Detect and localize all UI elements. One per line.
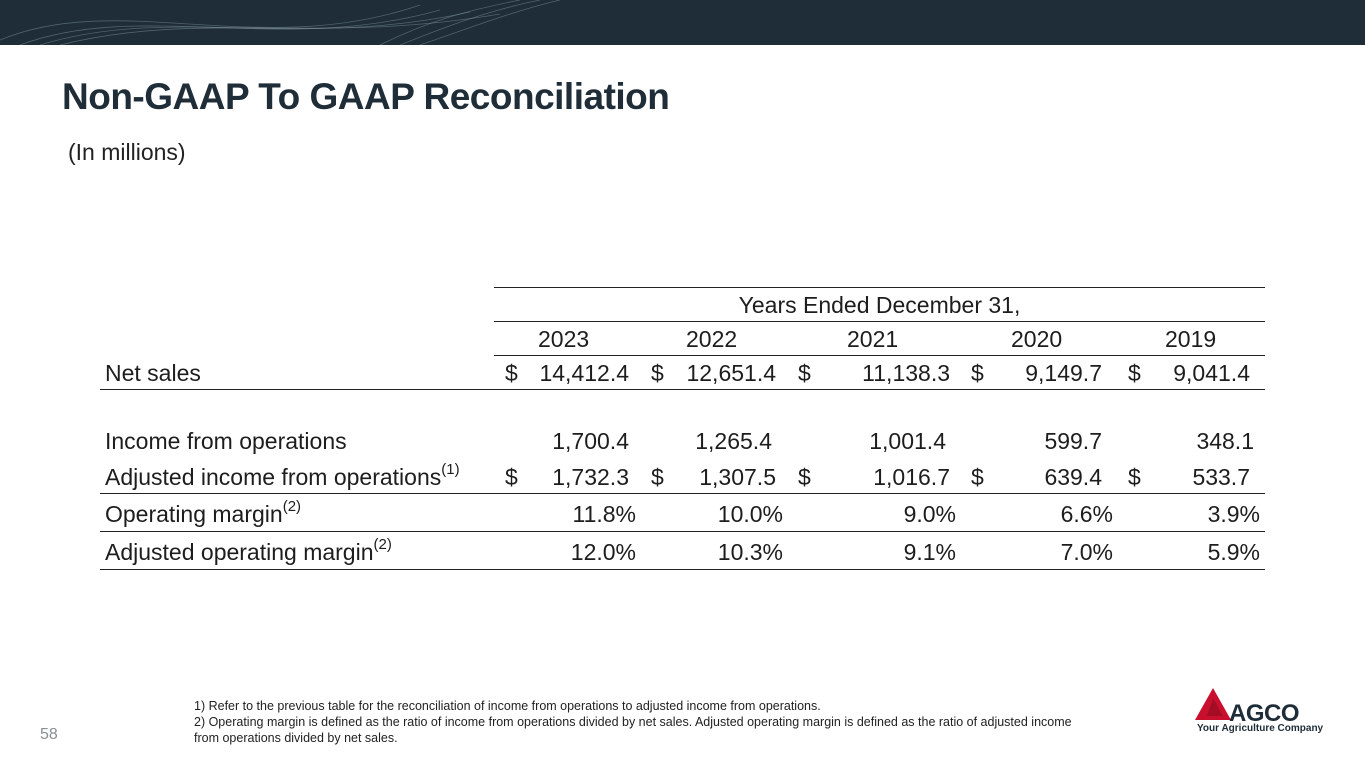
- year-header-row: 2023 2022 2021 2020 2019: [494, 322, 1265, 356]
- cell-value: 6.6%: [1060, 501, 1113, 527]
- cell-value: 10.3%: [717, 539, 783, 565]
- cell-value: 1,307.5: [699, 464, 776, 490]
- cell-value: 10.0%: [717, 501, 783, 527]
- year-header: 2021: [847, 326, 899, 352]
- footnote-ref: (1): [441, 461, 460, 479]
- cell-value: 1,001.4: [869, 428, 946, 454]
- cell-value: 11.8%: [572, 501, 636, 527]
- cell-value: 9.1%: [903, 539, 956, 565]
- currency-symbol: $: [651, 464, 664, 490]
- year-header: 2019: [1165, 326, 1217, 352]
- cell-value: 12,651.4: [686, 360, 776, 386]
- cell-value: 9,041.4: [1173, 360, 1250, 386]
- cell-value: 1,700.4: [552, 428, 629, 454]
- footnote-2: 2) Operating margin is defined as the ra…: [194, 715, 1072, 745]
- cell-value: 348.1: [1196, 428, 1254, 454]
- year-header: 2020: [1011, 326, 1063, 352]
- header-banner: [0, 0, 1365, 45]
- cell-value: 3.9%: [1207, 501, 1260, 527]
- row-label: Operating margin(2): [105, 498, 302, 527]
- currency-symbol: $: [798, 360, 811, 386]
- footnote-ref: (2): [282, 498, 302, 516]
- cell-value: 14,412.4: [539, 360, 629, 386]
- logo-tagline: Your Agriculture Company: [1197, 723, 1324, 734]
- cell-value: 1,265.4: [695, 428, 772, 454]
- cell-value: 12.0%: [570, 539, 636, 565]
- row-label: Adjusted operating margin(2): [105, 536, 392, 565]
- table-row-income-from-operations: Income from operations 1,700.4 1,265.4 1…: [100, 424, 1265, 458]
- cell-value: 9.0%: [903, 501, 956, 527]
- cell-value: 9,149.7: [1025, 360, 1102, 386]
- currency-symbol: $: [971, 360, 984, 386]
- currency-symbol: $: [505, 464, 518, 490]
- year-header: 2023: [538, 326, 590, 352]
- currency-symbol: $: [1128, 464, 1141, 490]
- table-row-net-sales: Net sales $ 14,412.4 $ 12,651.4 $ 11,138…: [100, 356, 1265, 390]
- row-label: Income from operations: [105, 428, 347, 454]
- cell-value: 11,138.3: [862, 360, 950, 386]
- reconciliation-table: Years Ended December 31, 2023 2022 2021 …: [100, 287, 1265, 570]
- cell-value: 5.9%: [1207, 539, 1260, 565]
- currency-symbol: $: [798, 464, 811, 490]
- page-number: 58: [40, 726, 58, 743]
- footnote-1: 1) Refer to the previous table for the r…: [194, 699, 821, 713]
- cell-value: 7.0%: [1060, 539, 1113, 565]
- logo-wordmark: AGCO: [1229, 700, 1300, 727]
- cell-value: 1,732.3: [552, 464, 629, 490]
- banner-wave-decoration: [0, 0, 561, 45]
- footnotes: 1) Refer to the previous table for the r…: [194, 698, 1074, 746]
- cell-value: 533.7: [1192, 464, 1250, 490]
- currency-symbol: $: [971, 464, 984, 490]
- page-subtitle: (In millions): [68, 139, 186, 165]
- agco-logo: AGCO Your Agriculture Company: [1193, 688, 1328, 738]
- row-label: Net sales: [105, 360, 201, 386]
- period-header: Years Ended December 31,: [494, 287, 1265, 322]
- year-header: 2022: [686, 326, 738, 352]
- footnote-ref: (2): [373, 536, 392, 554]
- currency-symbol: $: [505, 360, 518, 386]
- currency-symbol: $: [1128, 360, 1141, 386]
- table-row-adjusted-operating-margin: Adjusted operating margin(2) 12.0% 10.3%…: [100, 532, 1265, 570]
- currency-symbol: $: [651, 360, 664, 386]
- cell-value: 639.4: [1044, 464, 1102, 490]
- spacer-row: [100, 390, 1265, 424]
- page-title: Non-GAAP To GAAP Reconciliation: [62, 76, 670, 117]
- row-label: Adjusted income from operations(1): [105, 461, 460, 490]
- cell-value: 599.7: [1044, 428, 1102, 454]
- table-row-operating-margin: Operating margin(2) 11.8% 10.0% 9.0% 6.6…: [100, 494, 1265, 532]
- table-row-adjusted-income-from-operations: Adjusted income from operations(1) $ 1,7…: [100, 458, 1265, 494]
- cell-value: 1,016.7: [873, 464, 950, 490]
- agco-triangle-icon: [1195, 688, 1231, 720]
